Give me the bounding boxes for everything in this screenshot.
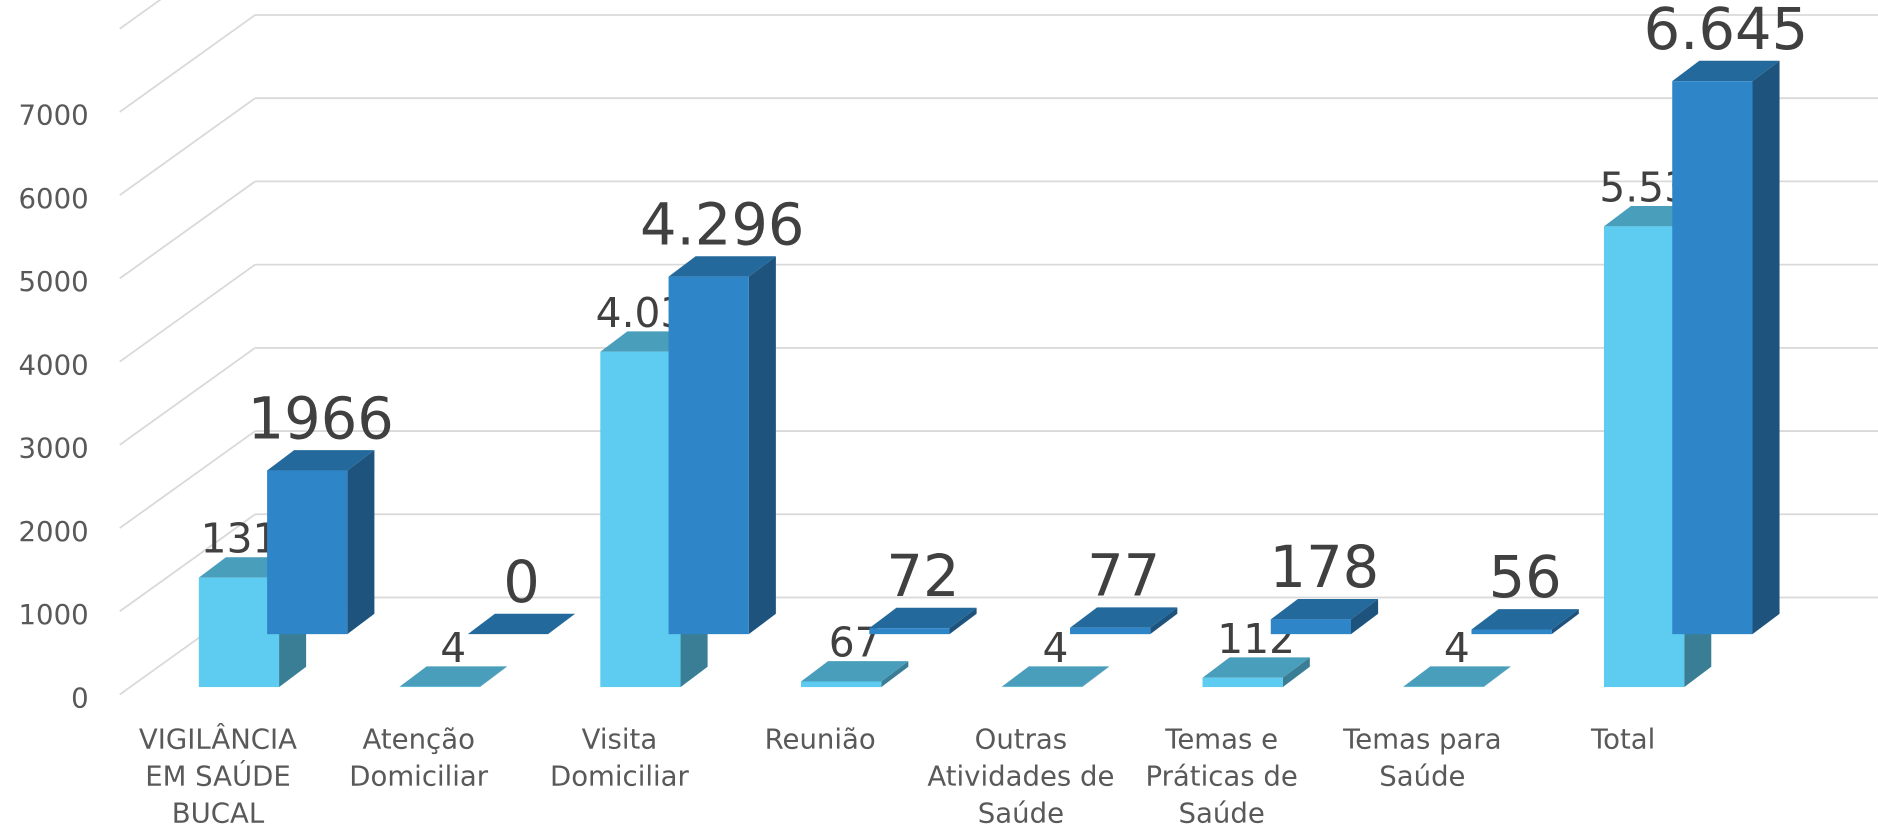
value-label: 4.296 — [640, 191, 805, 258]
y-tick-label: 4000 — [19, 349, 89, 381]
bar-front — [1603, 226, 1685, 688]
bar — [1403, 666, 1511, 688]
x-tick-label: VIGILÂNCIA EM SAÚDE BUCAL — [138, 724, 298, 830]
bar-top — [1471, 609, 1579, 630]
bar-front — [1202, 677, 1283, 688]
x-label-box: Atenção Domiciliar — [349, 724, 489, 793]
x-label-box: Visita Domiciliar — [549, 724, 689, 793]
bar — [467, 613, 576, 635]
bar-front — [600, 351, 681, 688]
bar-side — [1082, 666, 1110, 688]
bar — [1270, 598, 1379, 635]
bar — [267, 450, 375, 635]
bar-front — [1471, 629, 1552, 635]
bar-front — [1672, 81, 1753, 635]
bar — [1001, 666, 1110, 688]
x-label-box: Outras Atividades de Saúde — [927, 724, 1115, 830]
grid-diagonal — [119, 180, 256, 280]
y-tick-label: 2000 — [19, 516, 89, 548]
grid-diagonal — [119, 430, 256, 529]
value-label: 178 — [1270, 534, 1380, 601]
bar-top — [1270, 598, 1379, 620]
bar-top — [1070, 607, 1178, 628]
value-label: 4 — [440, 624, 466, 672]
bar-side — [347, 450, 375, 635]
x-tick-label: Total — [1590, 724, 1656, 756]
grid-diagonal-top — [119, 0, 162, 30]
bar-front — [1070, 627, 1151, 635]
y-tick-label: 3000 — [19, 433, 89, 465]
bar — [668, 256, 776, 635]
bar — [1672, 60, 1780, 635]
bar-side — [1282, 657, 1310, 688]
x-tick-label: Temas e Práticas de Saúde — [1145, 724, 1298, 830]
x-label-box: Total — [1590, 724, 1656, 756]
x-tick-label: Outras Atividades de Saúde — [927, 724, 1115, 830]
x-tick-label: Temas para Saúde — [1343, 724, 1502, 793]
bar-side — [1150, 607, 1178, 635]
bar — [1202, 657, 1310, 688]
x-label-box: Reunião — [764, 724, 876, 756]
y-tick-label: 6000 — [19, 183, 89, 215]
bar-top — [801, 661, 909, 682]
bar — [869, 607, 977, 635]
x-label-box: Temas e Práticas de Saúde — [1145, 724, 1298, 830]
bar — [1070, 607, 1178, 635]
y-tick-label: 1000 — [19, 599, 89, 631]
value-label: 1966 — [248, 385, 394, 452]
y-tick-label: 5000 — [19, 266, 89, 298]
bar — [399, 666, 507, 688]
bar-side — [1483, 666, 1511, 688]
bar-side — [881, 661, 909, 688]
bar — [801, 661, 909, 688]
bar-side — [748, 256, 776, 635]
bar-front — [869, 628, 950, 635]
bar-top — [1001, 666, 1110, 687]
bar-top — [1672, 60, 1780, 82]
grid-diagonal — [119, 513, 256, 613]
value-label: 6.645 — [1644, 0, 1809, 63]
bar-top — [1403, 666, 1511, 687]
bar-front — [267, 470, 348, 635]
grid-diagonal — [119, 263, 256, 363]
bar-side — [949, 607, 977, 635]
x-tick-label: Visita Domiciliar — [549, 724, 689, 793]
bar-top — [267, 450, 375, 471]
bar-front — [1270, 619, 1352, 635]
bar-top — [467, 613, 576, 635]
y-tick-label: 7000 — [19, 100, 89, 132]
grid-diagonal — [119, 14, 256, 113]
bar-front — [668, 276, 749, 635]
grid-diagonal — [119, 97, 256, 196]
value-label: 72 — [886, 543, 959, 610]
bar-side — [1752, 60, 1780, 635]
bar-side — [479, 666, 507, 688]
bar-top — [399, 666, 507, 687]
value-label: 0 — [503, 549, 540, 616]
bar-top — [668, 256, 776, 277]
value-label: 77 — [1087, 542, 1160, 609]
bar-top — [869, 607, 977, 629]
value-label: 4 — [1042, 624, 1068, 672]
bar — [1471, 609, 1579, 635]
bar-top — [1202, 657, 1310, 678]
value-label: 4 — [1444, 624, 1470, 672]
x-tick-label: Reunião — [764, 724, 876, 756]
bar-side — [1351, 598, 1379, 635]
y-tick-label: 0 — [71, 682, 89, 714]
x-label-box: Temas para Saúde — [1343, 724, 1502, 793]
bar-front — [801, 681, 882, 688]
value-label: 56 — [1489, 544, 1562, 611]
bar-side — [1551, 609, 1579, 635]
grid-diagonal — [119, 347, 256, 446]
bar-front — [198, 577, 280, 688]
x-tick-label: Atenção Domiciliar — [349, 724, 489, 793]
x-label-box: VIGILÂNCIA EM SAÚDE BUCAL — [138, 724, 298, 830]
